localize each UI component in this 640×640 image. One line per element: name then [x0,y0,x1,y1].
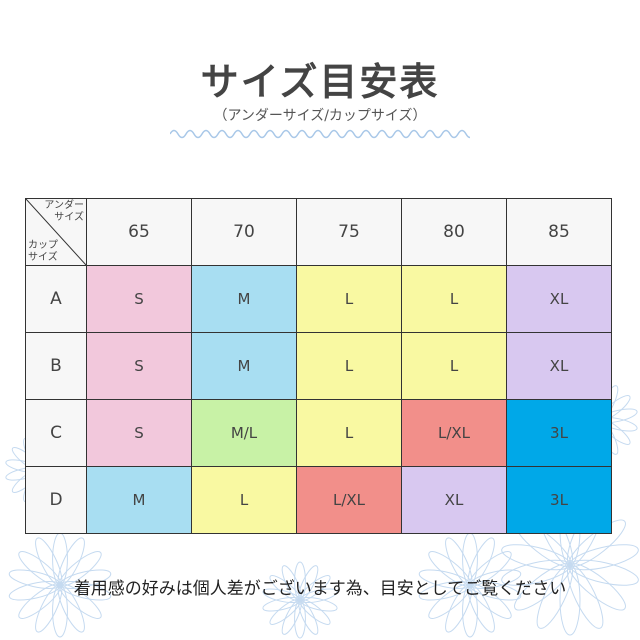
size-chart-table: アンダー サイズ カップ サイズ 65 70 75 80 85 A S M L L … [25,198,612,534]
size-cell: M/L [191,399,297,467]
size-cell: M [191,332,297,400]
table-row: B S M L L XL [25,332,612,400]
page-title: サイズ目安表 [200,60,440,104]
size-cell: L [401,332,507,400]
corner-under-label: アンダー [44,200,84,211]
size-cell: L [296,399,402,467]
size-cell: S [86,399,192,467]
diagonal-divider [26,199,86,265]
size-cell: L [401,265,507,333]
column-header: 65 [86,198,192,266]
size-cell: L [296,265,402,333]
flower-outline-icon [418,532,522,638]
table-row: C S M/L L L/XL 3L [25,399,612,467]
column-header: 75 [296,198,402,266]
corner-cup-label-2: サイズ [28,252,58,263]
row-header: D [25,466,87,534]
size-cell: M [191,265,297,333]
size-cell: L [191,466,297,534]
size-cell: S [86,265,192,333]
column-header: 85 [506,198,612,266]
size-cell: L/XL [401,399,507,467]
size-cell: L [296,332,402,400]
size-cell: M [86,466,192,534]
column-header: 80 [401,198,507,266]
corner-under-label-2: サイズ [54,212,84,223]
size-cell: 3L [506,466,612,534]
corner-cup-label: カップ [28,240,58,251]
size-cell: XL [506,265,612,333]
column-header: 70 [191,198,297,266]
row-header: C [25,399,87,467]
size-cell: XL [401,466,507,534]
size-cell: XL [506,332,612,400]
size-cell: 3L [506,399,612,467]
page-subtitle: （アンダーサイズ/カップサイズ） [213,108,427,124]
header-row: アンダー サイズ カップ サイズ 65 70 75 80 85 [25,198,612,266]
flower-outline-icon [262,561,338,639]
row-header: B [25,332,87,400]
row-header: A [25,265,87,333]
corner-cell: アンダー サイズ カップ サイズ [25,198,87,266]
fit-note: 着用感の好みは個人差がございます為、目安としてご覧ください [73,579,567,599]
table-row: D M L L/XL XL 3L [25,466,612,534]
flower-outline-icon [8,532,112,638]
flower-outline-icon [501,494,639,636]
table-row: A S M L L XL [25,265,612,333]
size-cell: L/XL [296,466,402,534]
wave-divider-icon [170,129,470,139]
size-cell: S [86,332,192,400]
